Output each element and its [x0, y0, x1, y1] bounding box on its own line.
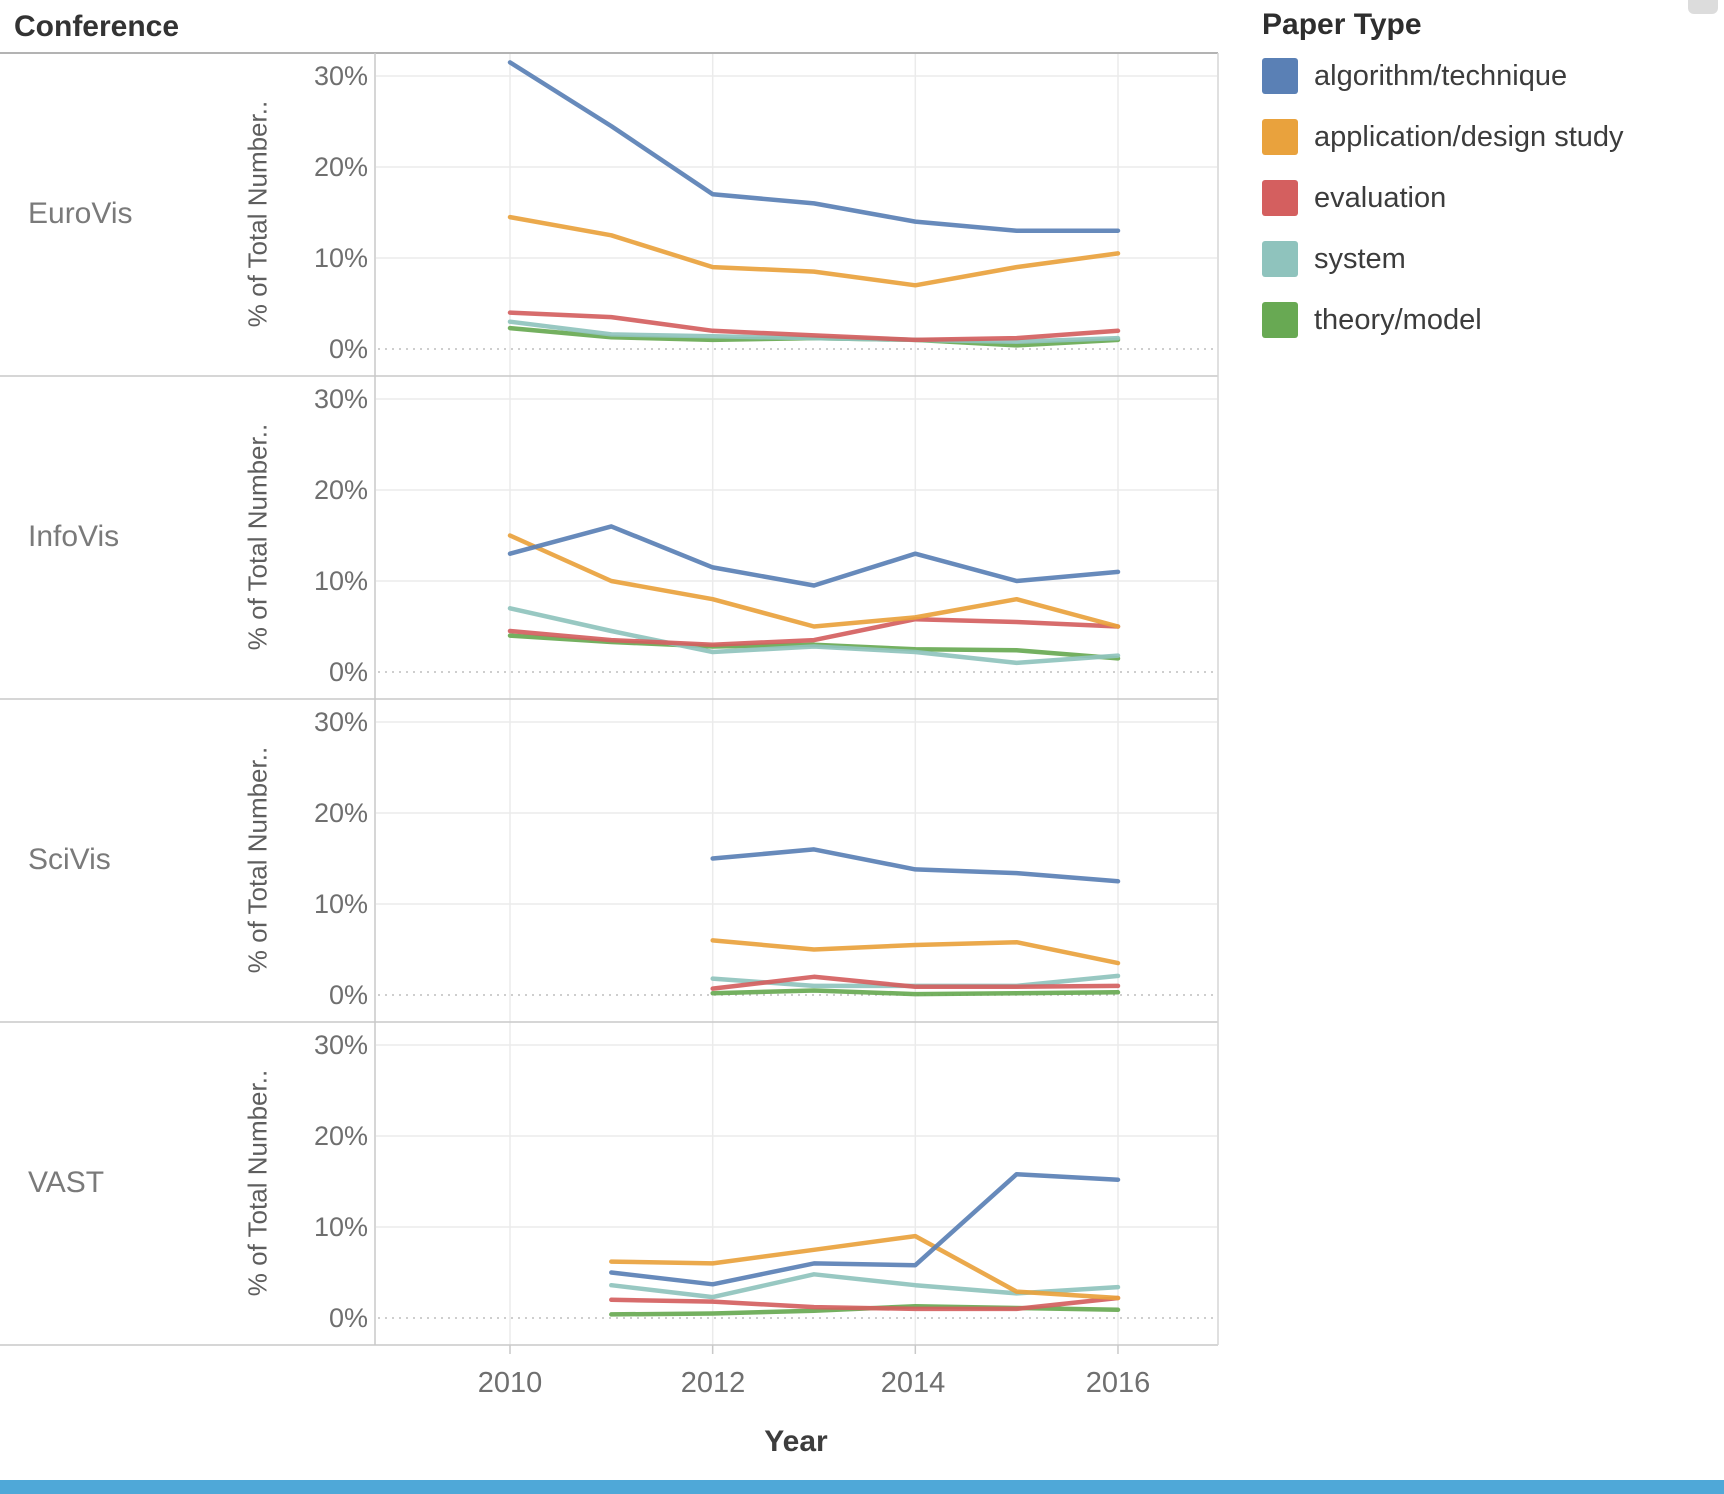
legend-swatch-algorithm-technique	[1262, 58, 1298, 94]
video-progress-bar	[0, 1480, 1724, 1494]
legend-item-label: system	[1314, 242, 1406, 275]
y-tick-label: 30%	[313, 61, 368, 91]
y-tick-label: 10%	[313, 889, 368, 919]
y-tick-label: 10%	[313, 243, 368, 273]
y-tick-label: 20%	[313, 798, 368, 828]
legend-item-label: evaluation	[1314, 181, 1447, 214]
y-tick-label: 10%	[313, 566, 368, 596]
y-tick-label: 30%	[313, 1030, 368, 1060]
row-label-scivis: SciVis	[28, 843, 111, 876]
row-label-infovis: InfoVis	[28, 520, 120, 553]
legend-item-label: application/design study	[1314, 120, 1624, 153]
y-tick-label: 20%	[313, 475, 368, 505]
series-line-infovis-system[interactable]	[507, 606, 1121, 666]
y-tick-label: 0%	[328, 657, 368, 687]
y-tick-label: 30%	[313, 384, 368, 414]
legend-item-label: algorithm/technique	[1314, 59, 1568, 92]
legend-item-label: theory/model	[1314, 303, 1482, 336]
series-line-eurovis-evaluation[interactable]	[507, 310, 1121, 343]
legend-item-system[interactable]: system	[1262, 239, 1406, 279]
legend-title: Paper Type	[1262, 8, 1422, 41]
series-line-infovis-algorithm-technique[interactable]	[507, 524, 1121, 588]
y-tick-label: 20%	[313, 1121, 368, 1151]
series-line-scivis-algorithm-technique[interactable]	[710, 847, 1121, 884]
series-line-infovis-application-design-study[interactable]	[507, 533, 1121, 629]
x-tick-2016: 2016	[1085, 1367, 1151, 1399]
series-line-scivis-evaluation[interactable]	[710, 974, 1121, 991]
legend-swatch-application-design-study	[1262, 119, 1298, 155]
x-axis-title: Year	[764, 1425, 828, 1458]
legend-item-evaluation[interactable]: evaluation	[1262, 178, 1446, 218]
x-tick-2012: 2012	[680, 1367, 746, 1399]
chart-canvas	[0, 52, 1219, 1354]
y-tick-label: 30%	[313, 707, 368, 737]
scrollbar-fragment	[1688, 0, 1718, 14]
legend-item-theory-model[interactable]: theory/model	[1262, 300, 1482, 340]
series-line-scivis-theory-model[interactable]	[710, 988, 1121, 997]
y-tick-label: 10%	[313, 1212, 368, 1242]
y-tick-label: 20%	[313, 152, 368, 182]
series-line-vast-evaluation[interactable]	[609, 1295, 1121, 1312]
legend-item-algorithm-technique[interactable]: algorithm/technique	[1262, 56, 1567, 96]
legend-item-application-design-study[interactable]: application/design study	[1262, 117, 1624, 157]
legend-swatch-theory-model	[1262, 302, 1298, 338]
series-line-vast-application-design-study[interactable]	[609, 1233, 1121, 1301]
y-tick-label: 0%	[328, 980, 368, 1010]
y-tick-label: 0%	[328, 334, 368, 364]
series-line-eurovis-system[interactable]	[507, 319, 1121, 344]
x-tick-2010: 2010	[477, 1367, 543, 1399]
series-line-vast-algorithm-technique[interactable]	[609, 1171, 1121, 1287]
series-line-eurovis-algorithm-technique[interactable]	[507, 60, 1121, 233]
series-line-scivis-application-design-study[interactable]	[710, 938, 1121, 966]
row-label-vast: VAST	[28, 1166, 105, 1199]
row-label-eurovis: EuroVis	[28, 197, 133, 230]
legend-swatch-evaluation	[1262, 180, 1298, 216]
legend-swatch-system	[1262, 241, 1298, 277]
series-line-infovis-evaluation[interactable]	[507, 616, 1121, 647]
y-tick-label: 0%	[328, 1303, 368, 1333]
x-tick-2014: 2014	[880, 1367, 946, 1399]
series-line-eurovis-application-design-study[interactable]	[507, 214, 1121, 288]
facet-column-header: Conference	[14, 10, 180, 43]
